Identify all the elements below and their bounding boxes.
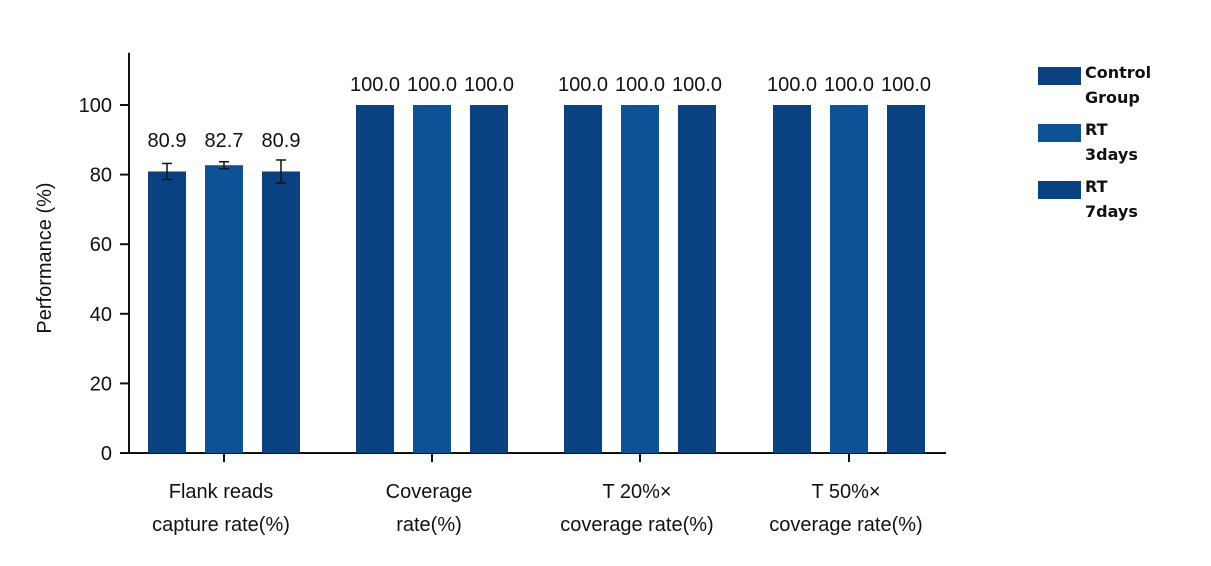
y-axis-label: Performance (%) [34, 182, 56, 333]
x-tick-label: capture rate(%) [152, 514, 290, 536]
legend-label: 3days [1085, 145, 1138, 164]
data-label: 100.0 [407, 74, 457, 96]
bar [773, 105, 811, 453]
legend-label: Control [1085, 63, 1151, 82]
data-label: 100.0 [672, 74, 722, 96]
legend-swatch [1038, 181, 1081, 199]
data-label: 82.7 [205, 130, 244, 152]
x-tick-label: rate(%) [396, 514, 462, 536]
x-tick-label: coverage rate(%) [560, 514, 713, 536]
data-labels: 80.9 82.7 80.9 100.0 100.0 100.0 100.0 100.0 100… [148, 74, 932, 152]
x-tick-label: Coverage [386, 481, 473, 503]
bar [470, 105, 508, 453]
y-tick-label: 100 [79, 95, 112, 117]
y-tick-label: 80 [90, 165, 112, 187]
bar [148, 171, 186, 453]
legend-label: RT [1085, 177, 1108, 196]
data-label: 100.0 [558, 74, 608, 96]
bars [148, 105, 925, 454]
y-tick-label: 60 [90, 234, 112, 256]
bar [621, 105, 659, 453]
legend: Control Group RT 3days RT 7days [1038, 63, 1151, 221]
data-label: 100.0 [767, 74, 817, 96]
bar [356, 105, 394, 453]
legend-label: 7days [1085, 202, 1138, 221]
legend-swatch [1038, 124, 1081, 142]
axes: 0 20 40 60 80 100 Performance (%) Flank reads ca… [34, 52, 946, 536]
x-tick-label: T 20%× [602, 481, 671, 503]
y-tick-label: 0 [101, 443, 112, 465]
bar [205, 165, 243, 454]
data-label: 100.0 [464, 74, 514, 96]
bar [262, 171, 300, 453]
y-tick-label: 40 [90, 304, 112, 326]
data-label: 80.9 [148, 130, 187, 152]
x-tick-label: Flank reads [169, 481, 274, 503]
data-label: 100.0 [881, 74, 931, 96]
data-label: 80.9 [262, 130, 301, 152]
legend-label: Group [1085, 88, 1140, 107]
legend-label: RT [1085, 120, 1108, 139]
bar [413, 105, 451, 453]
data-label: 100.0 [824, 74, 874, 96]
bar [887, 105, 925, 453]
bar [678, 105, 716, 453]
data-label: 100.0 [615, 74, 665, 96]
data-label: 100.0 [350, 74, 400, 96]
x-tick-label: T 50%× [811, 481, 880, 503]
x-tick-label: coverage rate(%) [769, 514, 922, 536]
legend-swatch [1038, 67, 1081, 85]
bar [564, 105, 602, 453]
y-tick-label: 20 [90, 373, 112, 395]
bar [830, 105, 868, 453]
